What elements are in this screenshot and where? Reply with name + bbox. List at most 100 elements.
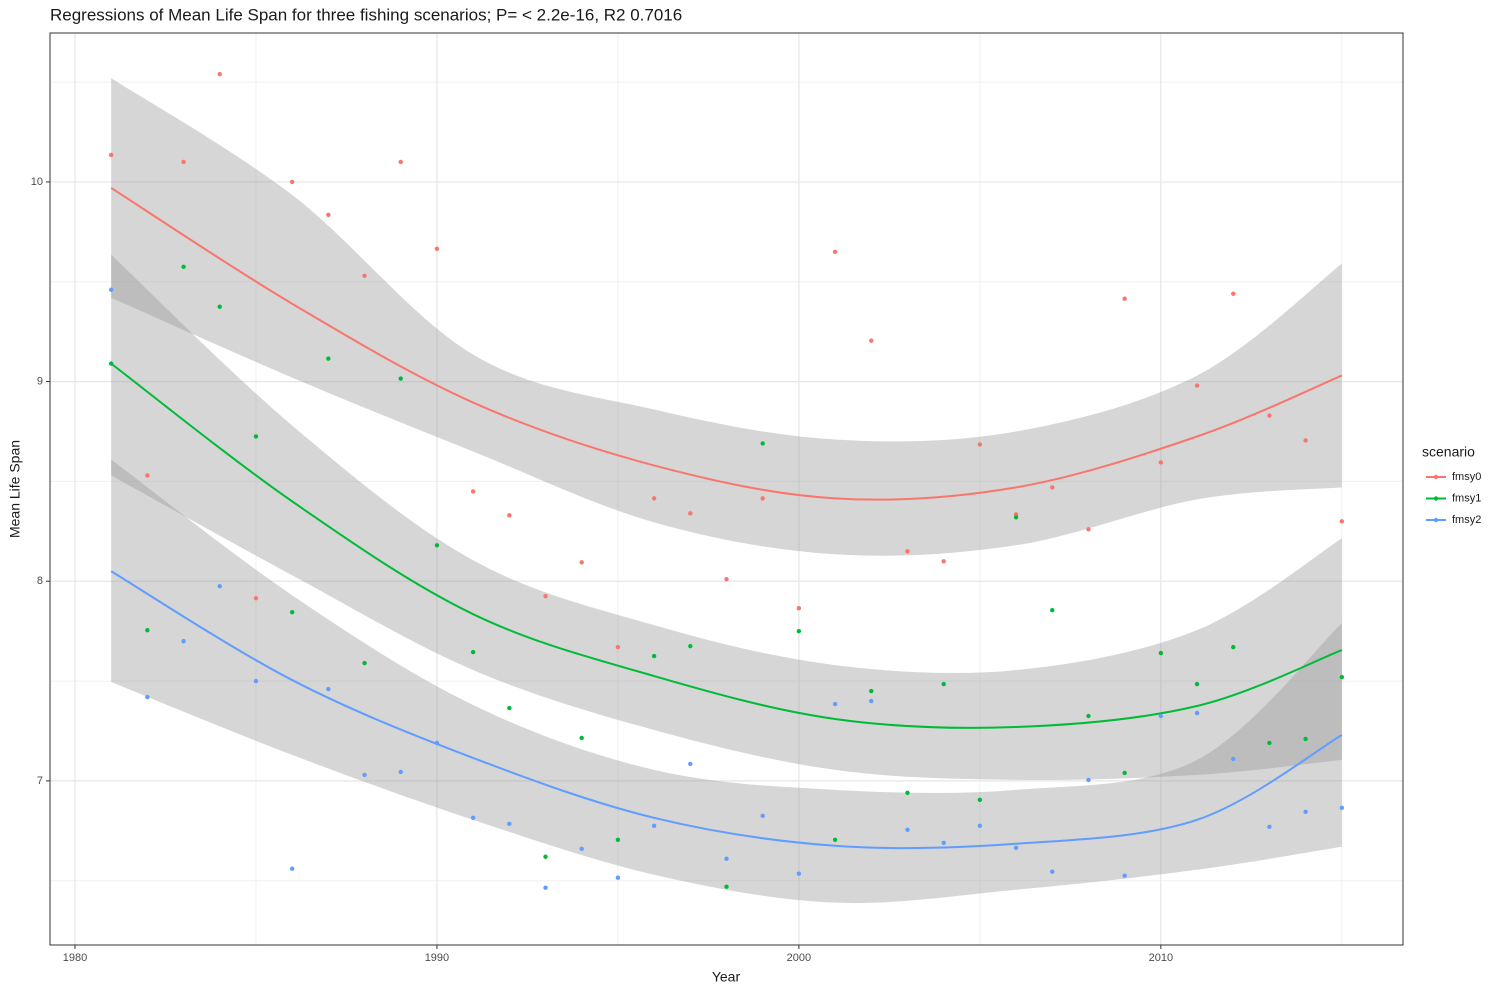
data-point bbox=[832, 837, 838, 842]
data-point bbox=[253, 434, 259, 439]
data-point bbox=[1158, 460, 1164, 465]
data-point bbox=[1267, 413, 1272, 418]
data-point bbox=[362, 273, 367, 278]
data-point bbox=[253, 596, 259, 601]
data-point bbox=[1194, 710, 1200, 716]
data-point bbox=[1194, 681, 1200, 687]
x-tick-label: 1990 bbox=[425, 952, 449, 964]
x-tick-label: 2000 bbox=[787, 952, 811, 964]
data-point bbox=[651, 496, 657, 501]
data-point bbox=[326, 686, 331, 692]
data-point bbox=[398, 159, 403, 165]
data-point bbox=[724, 856, 729, 861]
chart-title: Regressions of Mean Life Span for three … bbox=[50, 5, 682, 24]
data-point bbox=[1013, 515, 1019, 520]
data-point bbox=[977, 442, 983, 447]
data-point bbox=[289, 609, 295, 615]
data-point bbox=[217, 304, 222, 309]
data-point bbox=[434, 740, 440, 746]
data-point bbox=[217, 584, 222, 589]
data-point bbox=[1086, 527, 1091, 532]
data-point bbox=[1339, 519, 1345, 524]
data-point bbox=[796, 871, 802, 876]
data-point bbox=[941, 840, 946, 845]
data-point bbox=[398, 769, 403, 775]
legend-key-point bbox=[1433, 474, 1439, 480]
data-point bbox=[579, 560, 584, 565]
data-point bbox=[507, 821, 512, 827]
y-tick-label: 10 bbox=[31, 176, 43, 188]
fit-line bbox=[110, 570, 1343, 850]
x-axis-title: Year bbox=[712, 969, 741, 985]
data-point bbox=[1231, 291, 1236, 296]
data-point bbox=[579, 846, 584, 851]
x-tick-label: 2010 bbox=[1149, 952, 1173, 964]
data-point bbox=[181, 264, 186, 269]
data-point bbox=[145, 627, 150, 633]
data-point bbox=[869, 698, 874, 704]
data-point bbox=[1122, 873, 1127, 878]
confidence-band bbox=[111, 459, 1342, 904]
data-point bbox=[615, 644, 621, 650]
data-point bbox=[941, 559, 946, 564]
data-point bbox=[507, 705, 512, 711]
data-point bbox=[1013, 845, 1019, 850]
data-point bbox=[434, 543, 440, 548]
data-point bbox=[470, 489, 476, 494]
data-point bbox=[108, 152, 114, 158]
data-point bbox=[688, 511, 693, 516]
data-point bbox=[543, 885, 548, 890]
data-point bbox=[869, 688, 874, 694]
y-tick-label: 9 bbox=[37, 375, 43, 387]
confidence-band bbox=[111, 254, 1342, 781]
fit-line bbox=[110, 362, 1343, 729]
data-point bbox=[760, 813, 765, 819]
legend-key-point bbox=[1433, 496, 1439, 501]
data-point bbox=[579, 735, 584, 741]
data-point bbox=[145, 473, 150, 478]
legend-label: fmsy0 bbox=[1452, 471, 1481, 483]
data-point bbox=[796, 628, 802, 634]
data-point bbox=[724, 577, 729, 582]
data-point bbox=[1267, 740, 1272, 746]
data-point bbox=[1050, 485, 1055, 490]
data-point bbox=[941, 681, 946, 687]
data-point bbox=[362, 772, 367, 778]
data-point bbox=[977, 823, 983, 829]
data-point bbox=[1194, 383, 1200, 388]
data-point bbox=[832, 249, 838, 255]
data-point bbox=[1050, 607, 1055, 613]
data-point bbox=[470, 649, 476, 655]
data-point bbox=[1303, 809, 1308, 815]
data-point bbox=[1158, 650, 1164, 656]
data-point bbox=[398, 376, 403, 381]
data-point bbox=[1086, 713, 1091, 719]
data-point bbox=[108, 361, 114, 366]
data-point bbox=[543, 854, 548, 859]
data-point bbox=[362, 660, 367, 666]
y-tick-label: 7 bbox=[37, 775, 43, 787]
data-point bbox=[181, 159, 186, 165]
data-point bbox=[615, 875, 621, 880]
data-point bbox=[760, 496, 765, 501]
panel-border bbox=[49, 32, 1404, 946]
data-point bbox=[1339, 674, 1345, 680]
data-point bbox=[832, 701, 838, 707]
y-tick-label: 8 bbox=[37, 575, 43, 587]
data-point bbox=[1158, 713, 1164, 719]
data-point bbox=[1303, 736, 1308, 742]
data-point bbox=[1122, 296, 1127, 301]
data-point bbox=[760, 441, 765, 446]
data-point bbox=[470, 815, 476, 821]
data-point bbox=[108, 287, 114, 292]
data-point bbox=[1267, 824, 1272, 830]
data-point bbox=[145, 694, 150, 700]
data-point bbox=[1231, 644, 1236, 650]
data-point bbox=[905, 549, 910, 554]
legend-key-point bbox=[1433, 517, 1439, 523]
data-point bbox=[688, 643, 693, 649]
data-point bbox=[507, 513, 512, 518]
fit-line bbox=[110, 187, 1343, 501]
data-point bbox=[1086, 777, 1091, 783]
